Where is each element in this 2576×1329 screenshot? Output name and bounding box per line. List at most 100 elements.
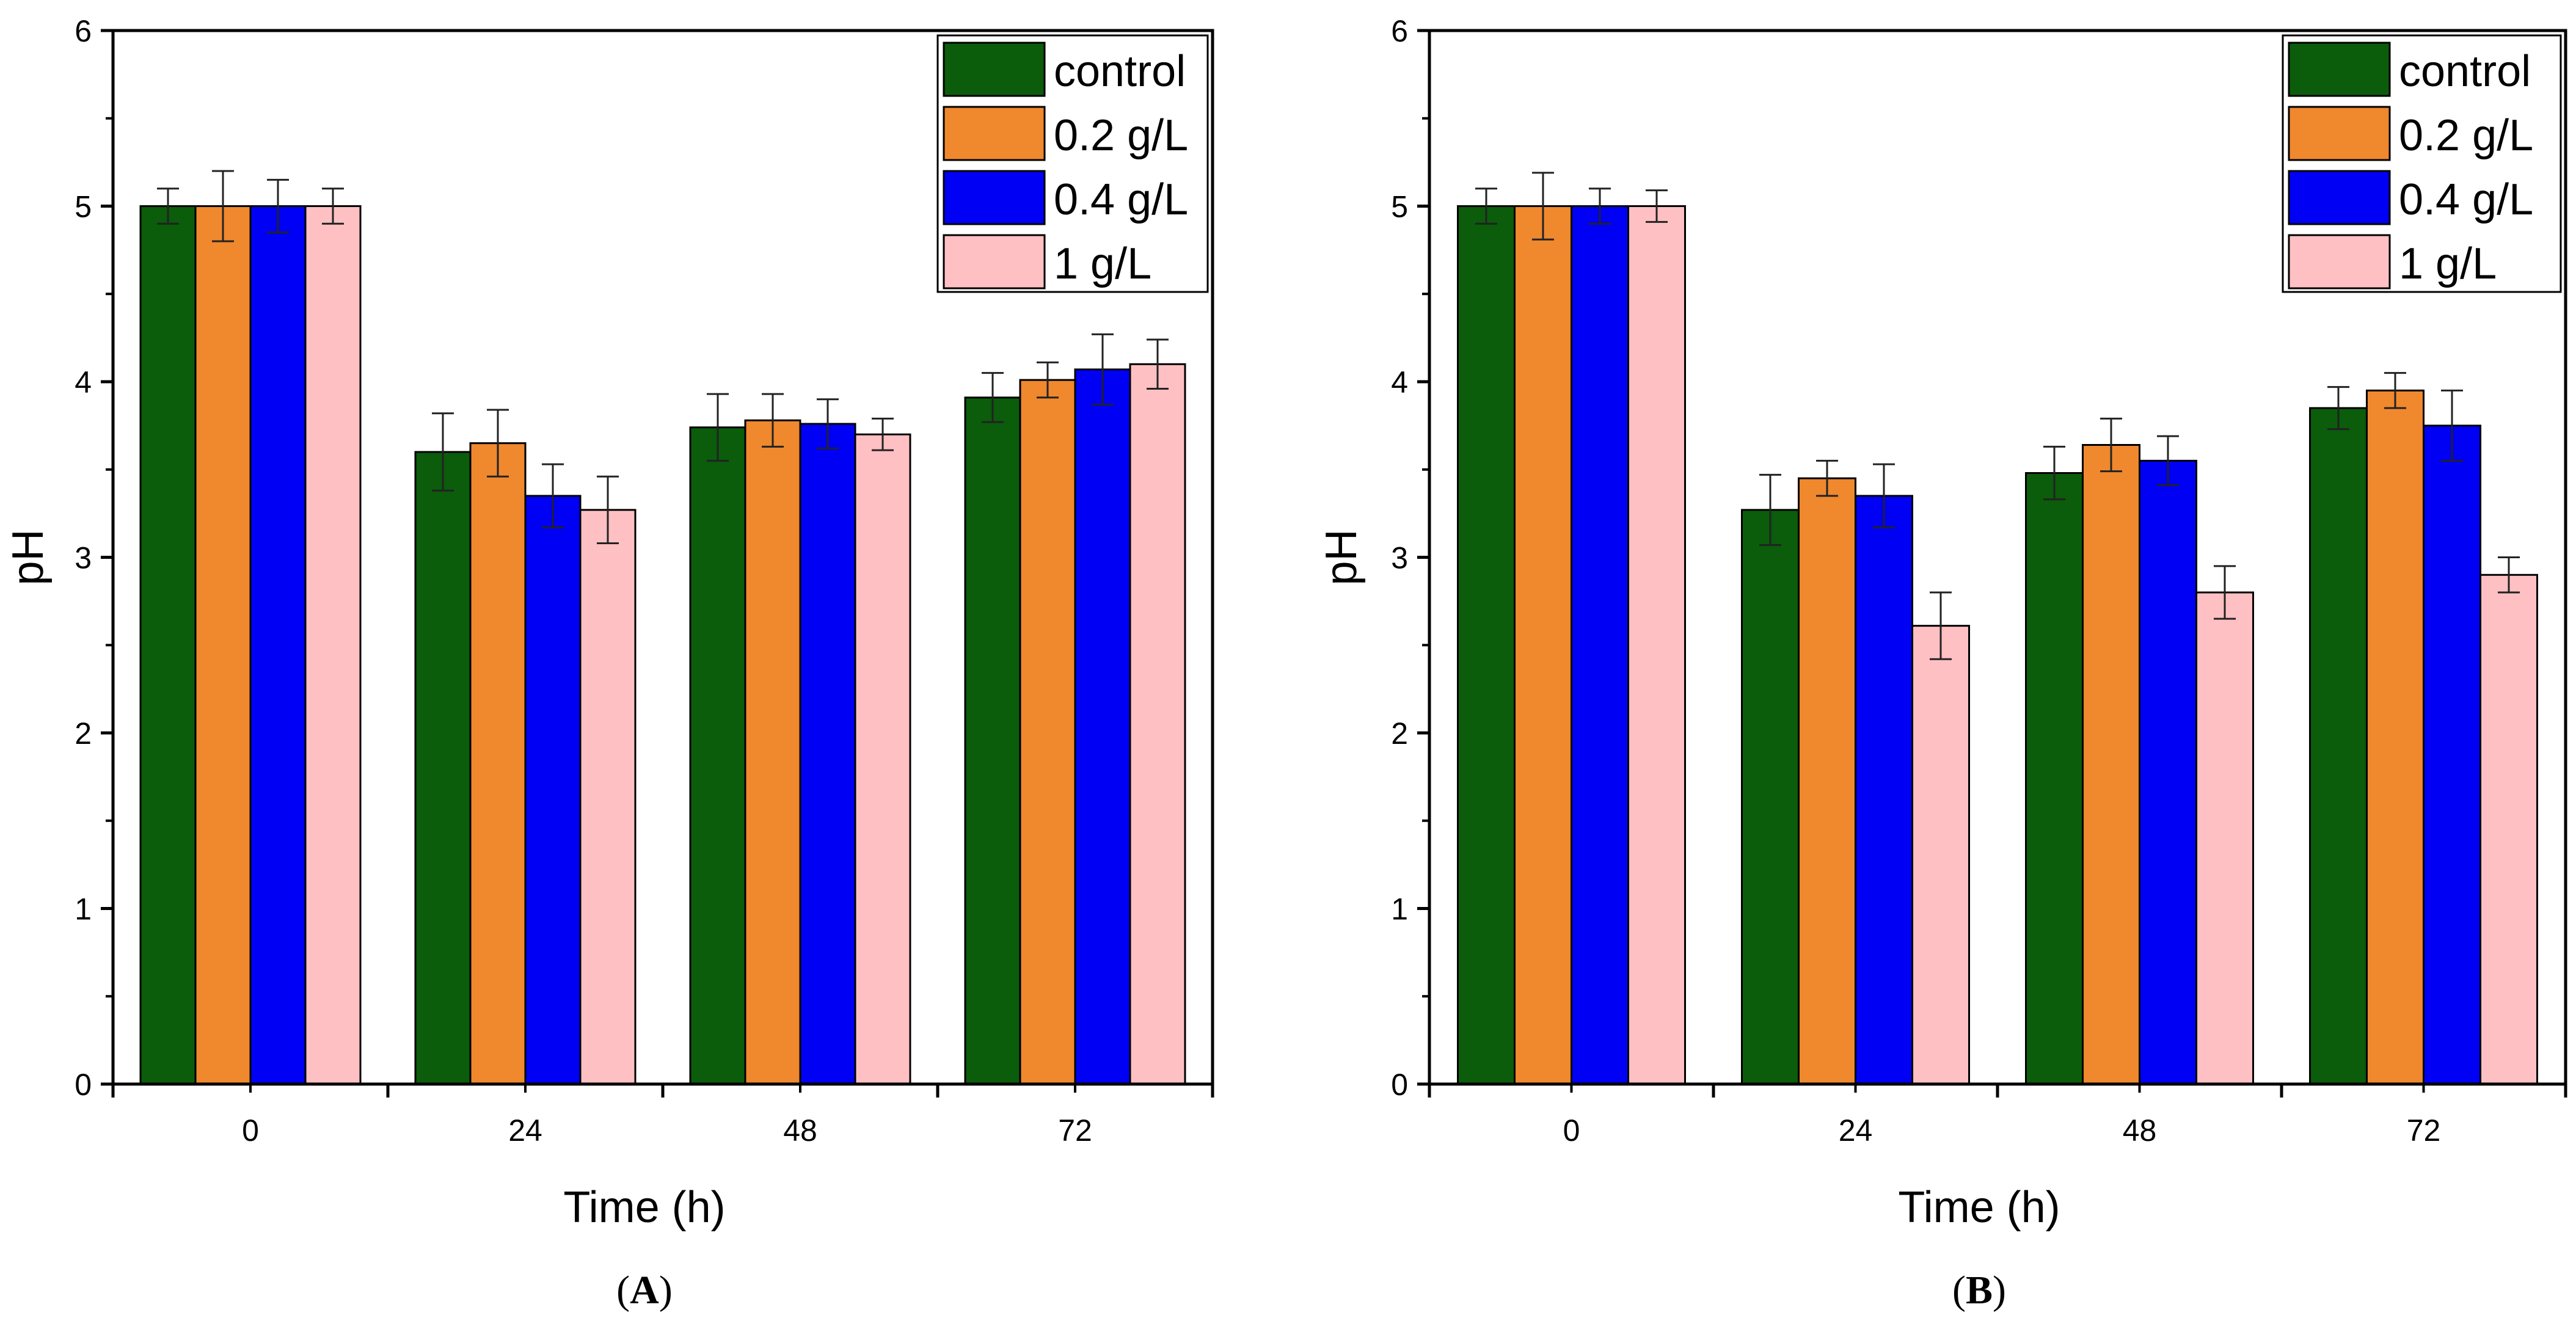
- bar-control-0: [139, 205, 197, 1085]
- y-tick-label: 0: [1391, 1068, 1408, 1102]
- error-bar: [2100, 417, 2122, 473]
- error-bar: [2441, 389, 2463, 462]
- legend-label: 1 g/L: [2399, 239, 2497, 288]
- y-axis-title: pH: [1317, 529, 1366, 585]
- y-tick-label: 6: [1391, 14, 1408, 48]
- bar-control-24: [1741, 509, 1800, 1085]
- bar-control-24: [414, 451, 472, 1085]
- legend-label: control: [1054, 47, 1186, 96]
- y-tick-label: 2: [75, 716, 92, 751]
- error-bar: [982, 372, 1004, 423]
- y-tick-label: 1: [1391, 892, 1408, 927]
- x-tick-label: 48: [783, 1113, 817, 1148]
- y-tick-label: 2: [1391, 716, 1408, 751]
- error-bar: [212, 170, 234, 242]
- legend-swatch: [2288, 234, 2391, 289]
- x-axis-title: Time (h): [1898, 1183, 2060, 1232]
- panel-label: (A): [616, 1268, 673, 1313]
- panel-label-close: ): [659, 1268, 673, 1313]
- legend-swatch: [943, 234, 1046, 289]
- error-bar: [1532, 172, 1554, 241]
- error-bar: [1475, 188, 1497, 225]
- chart-panel-a: 0 1 2 3 4 5 6 0 24 48 72 Time (h) pH control 0.2 g/L 0.…: [4, 14, 1214, 1313]
- error-bar: [1147, 338, 1169, 390]
- bar-control-0: [1457, 205, 1516, 1085]
- bar-0-2-g-l-24: [469, 442, 527, 1085]
- x-tick-label: 72: [1058, 1113, 1092, 1148]
- x-tick-label: 24: [508, 1113, 542, 1148]
- y-tick-label: 1: [75, 892, 92, 927]
- bar-1-g-l-0: [1627, 205, 1686, 1085]
- legend-swatch: [2288, 42, 2391, 97]
- x-tick-label: 48: [2123, 1113, 2157, 1148]
- panel-label-open: (: [1952, 1268, 1966, 1313]
- x-tick-label: 0: [242, 1113, 259, 1148]
- bar-control-72: [2309, 407, 2368, 1085]
- legend-swatch: [943, 170, 1046, 225]
- bar-control-48: [689, 426, 746, 1085]
- legend-label: 0.4 g/L: [1054, 175, 1188, 224]
- error-bar: [2043, 445, 2065, 501]
- bar-1-g-l-72: [1129, 363, 1186, 1085]
- error-bar: [597, 475, 619, 544]
- bar-0-4-g-l-24: [1855, 495, 1913, 1085]
- error-bar: [1646, 189, 1668, 223]
- y-tick-label: 4: [75, 365, 92, 399]
- bar-0-4-g-l-24: [524, 495, 582, 1085]
- bar-0-2-g-l-24: [1798, 477, 1856, 1085]
- legend-label: control: [2399, 47, 2531, 96]
- error-bar: [707, 393, 729, 462]
- bar-0-4-g-l-48: [2139, 459, 2197, 1085]
- error-bar: [2384, 372, 2406, 409]
- bar-1-g-l-24: [1911, 625, 1970, 1085]
- bar-0-2-g-l-72: [2366, 389, 2425, 1085]
- bar-0-2-g-l-0: [1514, 205, 1572, 1085]
- bar-1-g-l-72: [2479, 573, 2538, 1085]
- legend: control 0.2 g/L 0.4 g/L 1 g/L: [2282, 34, 2562, 293]
- error-bar: [1092, 333, 1114, 406]
- legend: control 0.2 g/L 0.4 g/L 1 g/L: [936, 34, 1209, 293]
- bar-1-g-l-48: [854, 433, 911, 1085]
- x-tick-label: 72: [2407, 1113, 2441, 1148]
- error-bar: [322, 188, 344, 225]
- legend-label: 0.2 g/L: [2399, 111, 2533, 160]
- y-tick-label: 6: [75, 14, 92, 48]
- error-bar: [2214, 565, 2236, 620]
- panel-label-letter: A: [630, 1268, 659, 1313]
- bar-0-4-g-l-72: [2423, 424, 2481, 1085]
- error-bar: [1037, 361, 1059, 399]
- legend-swatch: [2288, 106, 2391, 161]
- bar-1-g-l-0: [304, 205, 362, 1085]
- bar-0-4-g-l-72: [1074, 368, 1131, 1085]
- error-bar: [1759, 473, 1781, 546]
- bar-control-48: [2025, 472, 2084, 1085]
- bar-0-4-g-l-0: [1571, 205, 1629, 1085]
- x-tick-label: 0: [1563, 1113, 1580, 1148]
- bar-0-2-g-l-48: [744, 419, 801, 1085]
- panel-label-letter: B: [1966, 1268, 1993, 1313]
- error-bar: [2327, 386, 2349, 431]
- y-tick-label: 5: [75, 190, 92, 224]
- error-bar: [872, 417, 894, 451]
- error-bar: [1873, 463, 1895, 529]
- legend-swatch: [2288, 170, 2391, 225]
- legend-label: 1 g/L: [1054, 239, 1151, 288]
- y-tick-label: 5: [1391, 190, 1408, 224]
- y-tick-label: 4: [1391, 365, 1408, 399]
- legend-swatch: [943, 106, 1046, 161]
- panel-label-close: ): [1993, 1268, 2006, 1313]
- x-axis-title: Time (h): [563, 1183, 725, 1232]
- bar-1-g-l-48: [2195, 591, 2254, 1085]
- error-bar: [487, 409, 509, 478]
- bar-1-g-l-24: [579, 509, 637, 1085]
- error-bar: [542, 463, 564, 529]
- panel-label: (B): [1952, 1268, 2006, 1313]
- y-tick-label: 3: [75, 541, 92, 575]
- bar-control-72: [964, 396, 1021, 1085]
- chart-panel-b: 0 1 2 3 4 5 6 0 24 48 72 Time (h) pH control 0.2 g/L 0.…: [1317, 14, 2567, 1313]
- error-bar: [432, 412, 454, 492]
- panel-label-open: (: [616, 1268, 630, 1313]
- error-bar: [2498, 556, 2520, 594]
- y-axis-title: pH: [4, 529, 53, 585]
